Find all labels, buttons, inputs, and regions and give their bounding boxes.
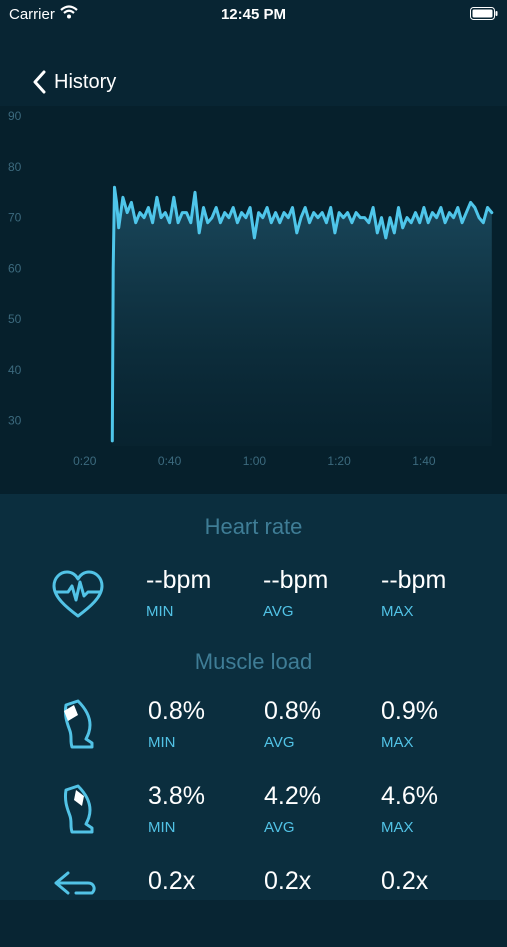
muscle-load-avg: 0.8% AVG	[264, 697, 321, 751]
heart-rate-row: --bpm MIN --bpm AVG --bpm MAX	[0, 566, 507, 646]
heart-rate-chart: 90 80 70 60 50 40 30 0:20 0:40 1:00 1:20 1:40	[0, 106, 507, 494]
muscle-load-max: 0.2x	[381, 867, 428, 896]
stat-label: MIN	[146, 603, 174, 620]
muscle-load-title: Muscle load	[194, 649, 313, 674]
stat-value: 0.2x	[148, 867, 196, 895]
chart-series-line	[110, 185, 494, 443]
chevron-left-icon	[33, 70, 46, 94]
muscle-load-min: 0.2x	[148, 867, 195, 896]
muscle-load-avg: 4.2% AVG	[264, 782, 321, 836]
y-tick-label: 90	[8, 109, 22, 123]
x-tick-label: 1:40	[412, 454, 436, 468]
front-thigh-icon	[48, 697, 108, 757]
muscle-load-min: 0.8% MIN	[148, 697, 205, 751]
muscle-load-row: 3.8% MIN 4.2% AVG 4.6% MAX	[0, 782, 507, 862]
heart-rate-title: Heart rate	[204, 514, 303, 539]
heart-rate-avg: --bpm AVG	[263, 566, 328, 620]
stat-label: MIN	[148, 819, 176, 836]
muscle-load-max: 0.9% MAX	[381, 697, 438, 751]
status-bar: Carrier 12:45 PM	[0, 0, 507, 28]
x-tick-label: 1:20	[327, 454, 351, 468]
stat-label: AVG	[263, 603, 294, 620]
clock: 12:45 PM	[220, 6, 287, 23]
heart-rate-max: --bpm MAX	[381, 566, 446, 620]
stat-label: MIN	[148, 734, 176, 751]
heart-rate-icon	[48, 566, 108, 626]
stat-value: 4.6%	[381, 782, 438, 810]
muscle-load-max: 4.6% MAX	[381, 782, 438, 836]
stat-value: 3.8%	[148, 782, 205, 810]
stat-value: 0.2x	[381, 867, 429, 895]
stat-label: AVG	[264, 734, 295, 751]
muscle-load-row: 0.2x 0.2x 0.2x	[0, 867, 507, 947]
x-tick-label: 0:40	[158, 454, 182, 468]
back-thigh-icon	[48, 782, 108, 842]
muscle-load-row: 0.8% MIN 0.8% AVG 0.9% MAX	[0, 697, 507, 777]
heart-rate-min: --bpm MIN	[146, 566, 211, 620]
y-tick-label: 80	[8, 160, 22, 174]
x-tick-label: 1:00	[243, 454, 267, 468]
stat-value: --bpm	[146, 566, 212, 594]
y-tick-label: 50	[8, 312, 22, 326]
stat-value: 4.2%	[264, 782, 321, 810]
stat-value: 0.2x	[264, 867, 312, 895]
carrier-label: Carrier	[9, 6, 55, 23]
stat-label: MAX	[381, 734, 414, 751]
back-button[interactable]: History	[32, 68, 116, 96]
muscle-load-min: 3.8% MIN	[148, 782, 205, 836]
balance-arrow-icon	[48, 867, 108, 927]
y-tick-label: 40	[8, 363, 22, 377]
wifi-icon	[60, 5, 78, 23]
muscle-load-avg: 0.2x	[264, 867, 311, 896]
stat-label: MAX	[381, 603, 414, 620]
stat-value: 0.8%	[148, 697, 205, 725]
stat-value: --bpm	[381, 566, 447, 594]
nav-bar: History	[0, 60, 507, 104]
y-tick-label: 60	[8, 261, 22, 275]
stat-label: AVG	[264, 819, 295, 836]
y-tick-label: 70	[8, 211, 22, 225]
back-label: History	[54, 70, 117, 93]
stat-value: 0.8%	[264, 697, 321, 725]
battery-icon	[470, 7, 498, 24]
stat-value: --bpm	[263, 566, 329, 594]
stat-label: MAX	[381, 819, 414, 836]
stats-panel: Heart rate --bpm MIN --bpm AVG --bpm MAX…	[0, 494, 507, 900]
y-tick-label: 30	[8, 414, 22, 428]
x-tick-label: 0:20	[73, 454, 97, 468]
chart-area	[112, 187, 492, 446]
stat-value: 0.9%	[381, 697, 438, 725]
chart-canvas: 90 80 70 60 50 40 30 0:20 0:40 1:00 1:20 1:40	[8, 109, 494, 468]
